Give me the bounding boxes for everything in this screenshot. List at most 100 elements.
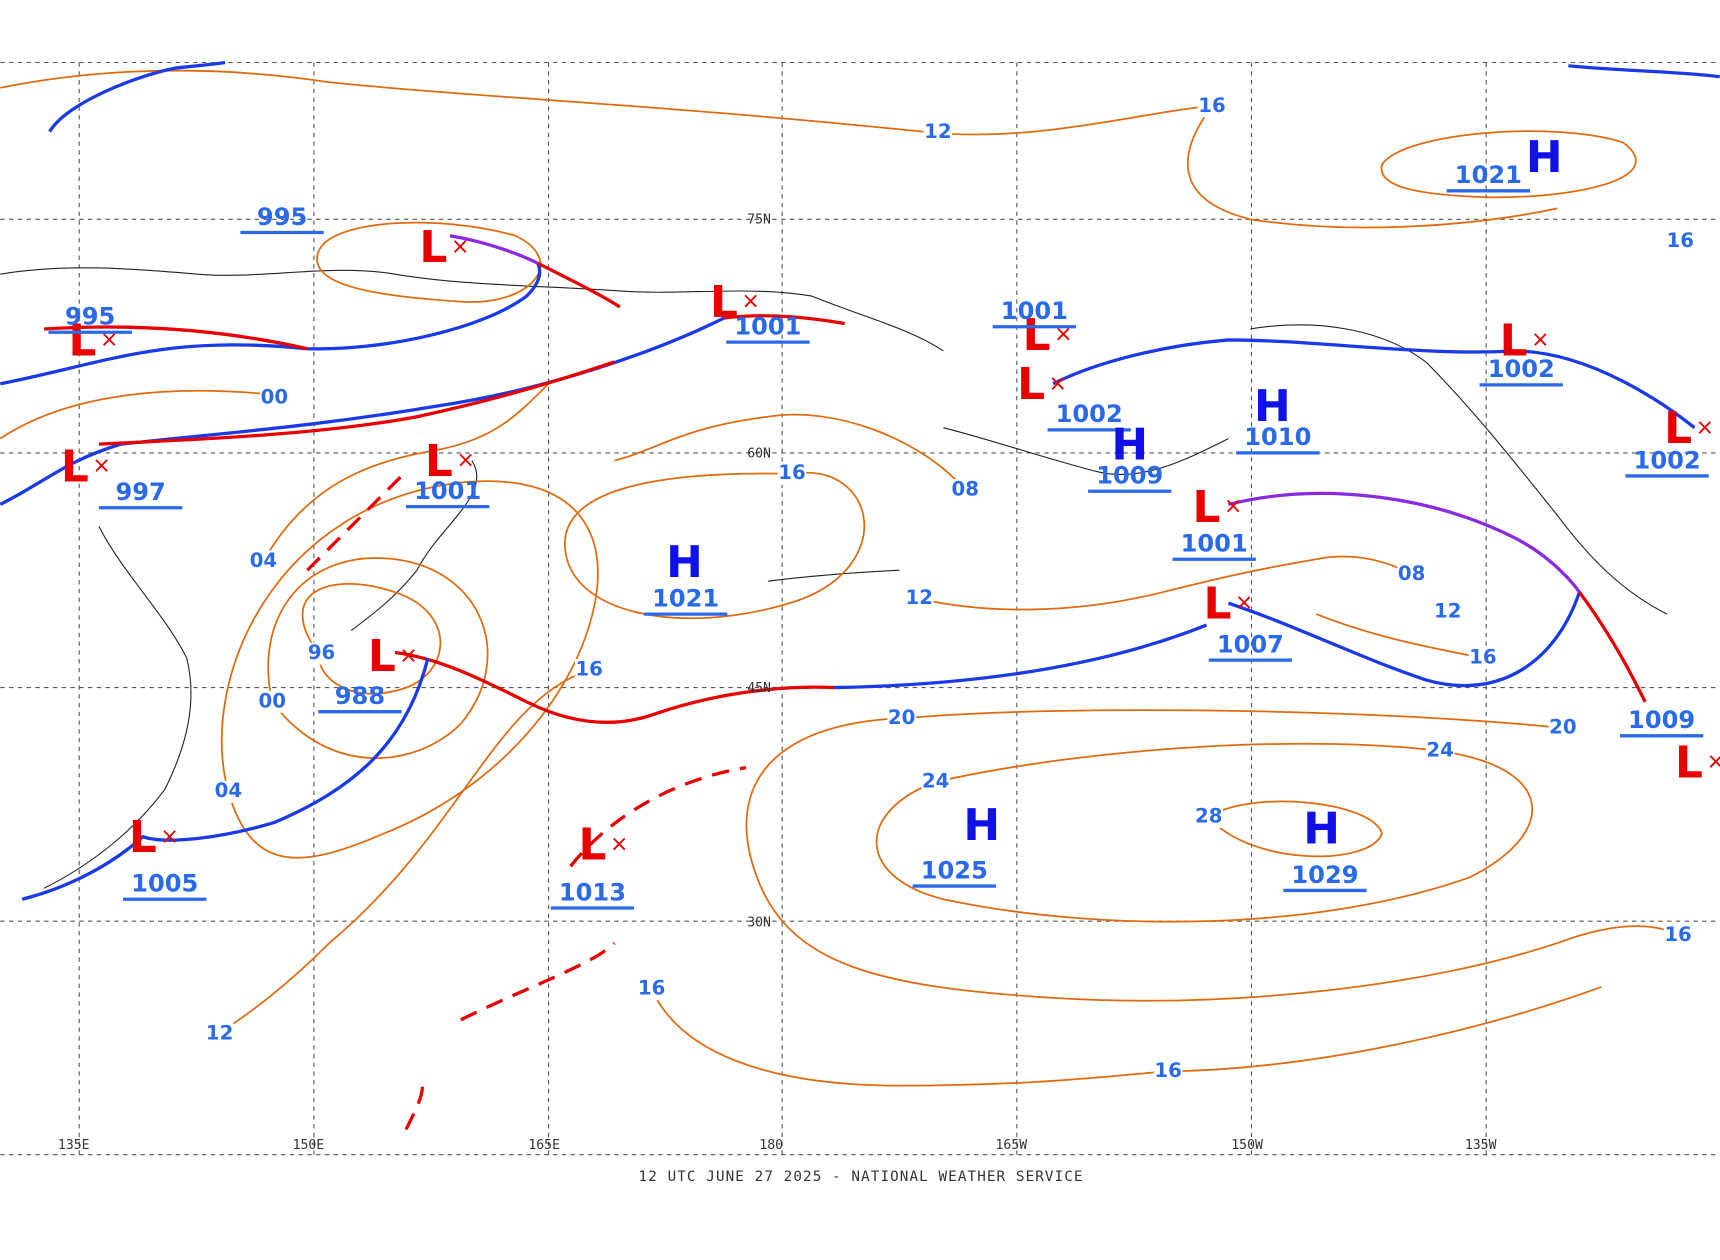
center-letter: L: [1664, 403, 1692, 454]
longitude-label: 135W: [1465, 1138, 1497, 1153]
isobar-label: 16: [1469, 645, 1496, 668]
center-pressure: 1013: [559, 878, 626, 906]
center-letter: L: [1204, 578, 1232, 629]
center-letter: H: [1111, 419, 1148, 470]
coastlines: [0, 267, 1668, 889]
latitude-label: 75N: [747, 213, 771, 228]
isobar-label: 12: [924, 120, 951, 143]
isobar-label: 16: [575, 658, 602, 681]
isobar-label: 16: [1154, 1059, 1181, 1082]
center-letter: H: [963, 800, 1000, 851]
isobar-label: 16: [778, 461, 805, 484]
center-letter: L: [1675, 737, 1703, 788]
isobar-label-bg: [1194, 806, 1223, 828]
isobar-label: 12: [1434, 599, 1461, 622]
center-letter: H: [1254, 381, 1291, 432]
isobar-label-bg: [1433, 600, 1463, 623]
center-pressure: 995: [65, 303, 115, 331]
isobar-label: 00: [261, 386, 288, 409]
longitude-label: 150E: [293, 1138, 325, 1153]
isobar-label-bg: [257, 690, 287, 713]
isobar-label: 20: [1549, 716, 1576, 739]
latitude-label: 30N: [747, 916, 771, 931]
center-letter: L: [129, 812, 157, 863]
center-mark: ×: [456, 448, 474, 473]
latitude-label: 60N: [747, 446, 771, 461]
isobar-label-bg: [1548, 717, 1578, 740]
center-pressure: 1005: [131, 870, 198, 898]
center-letter: H: [666, 537, 703, 588]
center-mark: ×: [451, 234, 469, 259]
center-letter: L: [1017, 359, 1045, 410]
isobar-label-bg: [1425, 740, 1455, 763]
center-mark: ×: [1235, 591, 1253, 616]
center-letter: L: [1023, 310, 1051, 361]
isobar-label-bg: [921, 770, 950, 793]
center-pressure: 1002: [1056, 400, 1123, 428]
isobars: [0, 69, 1679, 1087]
center-pressure: 1029: [1291, 861, 1358, 889]
isobar-label-bg: [260, 387, 289, 410]
center-pressure: 1002: [1488, 355, 1555, 383]
center-mark: ×: [92, 454, 110, 479]
isobar-label: 24: [922, 769, 949, 792]
center-letter: L: [419, 222, 447, 273]
center-pressure: 1025: [921, 856, 988, 884]
labels: 135E 150E 165E 180 165W 150W 135W 75N 60N 45N 30N L…: [48, 94, 1720, 1185]
center-mark: ×: [399, 643, 417, 668]
isobar-label: 08: [1398, 562, 1425, 585]
center-pressure: 1001: [1001, 297, 1068, 325]
center-mark: ×: [1696, 415, 1714, 440]
fronts: [0, 60, 1720, 1131]
isobar-label: 16: [1664, 923, 1691, 946]
center-pressure: 1009: [1628, 706, 1695, 734]
center-letter: L: [1500, 315, 1528, 366]
isobar-label-bg: [1197, 95, 1227, 118]
isobar-label-bg: [777, 462, 807, 485]
center-mark: ×: [1224, 494, 1242, 519]
center-mark: ×: [1531, 328, 1549, 353]
center-letter: L: [368, 631, 396, 682]
center-pressure: 1007: [1217, 630, 1284, 658]
isobar-label-bg: [307, 642, 336, 665]
isobar-label: 12: [905, 586, 932, 609]
center-mark: ×: [160, 824, 178, 849]
longitude-label: 165W: [996, 1138, 1028, 1153]
center-letter: H: [1526, 132, 1563, 183]
isobar-label: 20: [888, 706, 915, 729]
isobar-label-bg: [1663, 924, 1693, 947]
center-mark: ×: [1049, 371, 1067, 396]
isobar-label: 24: [1426, 739, 1453, 762]
center-pressure: 1002: [1634, 446, 1701, 474]
center-pressure: 995: [257, 203, 307, 231]
isobar-label-bg: [205, 1023, 234, 1046]
isobar-label-bg: [923, 121, 953, 144]
isobar-label: 12: [206, 1022, 233, 1045]
isobar-label-bg: [887, 707, 916, 730]
center-letter: L: [710, 277, 738, 328]
isobar-label-bg: [904, 587, 934, 610]
isobar-label-bg: [574, 659, 604, 681]
center-pressure: 1010: [1244, 423, 1311, 451]
center-letter: H: [1303, 803, 1340, 854]
center-letter: L: [69, 315, 97, 366]
isobar-label: 16: [638, 977, 665, 1000]
center-letter: L: [425, 436, 453, 487]
center-pressure: 1021: [1455, 161, 1522, 189]
isobar-label: 96: [308, 641, 335, 664]
longitude-label: 135E: [58, 1138, 90, 1153]
center-mark: ×: [742, 289, 760, 314]
isobar-label: 16: [1198, 94, 1225, 117]
center-mark: ×: [1707, 750, 1720, 775]
isobar-label-bg: [1397, 563, 1426, 586]
isobar-label-bg: [1666, 230, 1695, 253]
isobar-label: 28: [1195, 804, 1222, 827]
isobar-label-bg: [637, 978, 666, 1001]
isobar-label-bg: [214, 780, 243, 803]
center-pressure: 1001: [414, 477, 481, 505]
isobar-label: 04: [250, 549, 277, 572]
center-mark: ×: [610, 832, 628, 857]
isobar-label: 08: [952, 478, 979, 501]
